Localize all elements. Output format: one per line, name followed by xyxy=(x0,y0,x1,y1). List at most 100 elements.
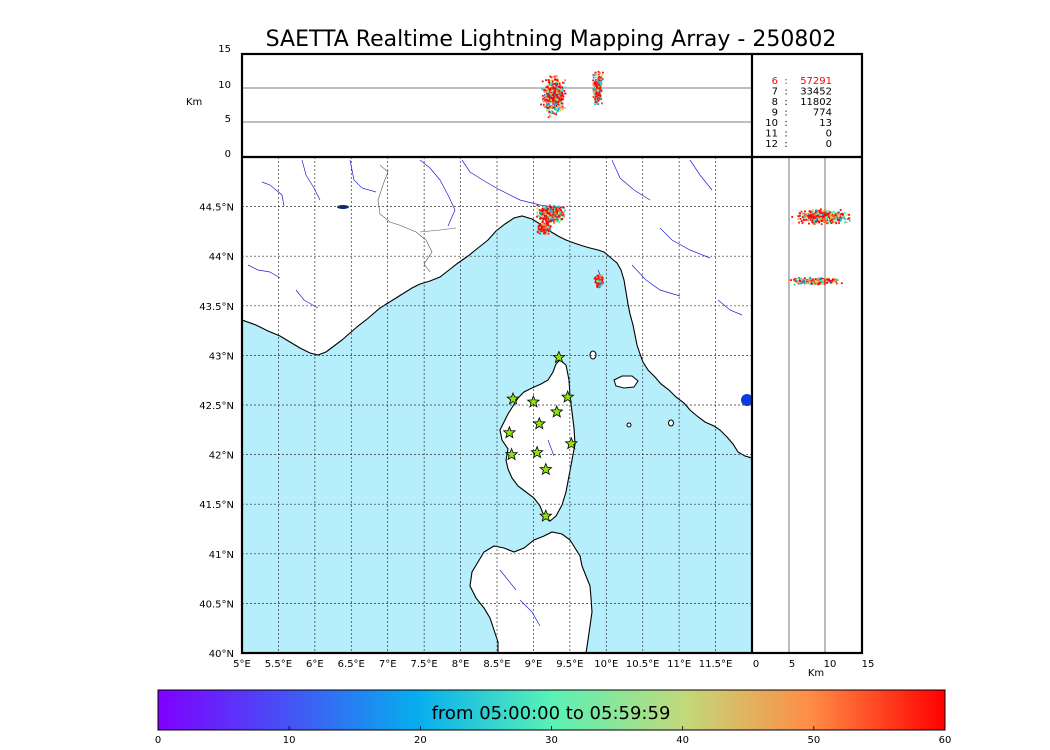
lightning-source xyxy=(549,205,552,208)
altitude-source xyxy=(599,94,602,97)
lightning-source xyxy=(545,230,548,232)
altitude-source xyxy=(599,83,602,86)
altitude-source xyxy=(548,111,550,114)
altitude-source xyxy=(594,90,597,93)
side-source xyxy=(820,282,823,285)
lightning-source xyxy=(546,230,549,233)
colorbar-tick-label: 0 xyxy=(155,735,161,746)
altitude-source xyxy=(595,89,598,91)
altitude-source xyxy=(550,82,553,84)
altitude-source xyxy=(551,80,554,83)
lightning-source xyxy=(536,211,539,214)
altitude-source xyxy=(551,107,554,110)
altitude-source xyxy=(560,102,563,105)
lightning-source xyxy=(595,279,597,282)
lightning-source xyxy=(549,225,552,227)
altitude-source xyxy=(595,93,597,95)
altitude-source xyxy=(550,90,553,92)
lightning-source xyxy=(544,224,547,227)
station-count-value: 57291 xyxy=(800,76,832,87)
colorbar-tick-label: 60 xyxy=(939,735,952,746)
side-source xyxy=(805,219,808,221)
altitude-source xyxy=(595,72,597,75)
side-source xyxy=(800,220,803,222)
station-star xyxy=(539,462,553,476)
altitude-source xyxy=(558,86,560,88)
lightning-source xyxy=(548,226,551,228)
side-source xyxy=(796,281,798,284)
side-source xyxy=(829,221,831,223)
side-source xyxy=(843,217,845,220)
altitude-source xyxy=(596,91,599,94)
side-source xyxy=(848,217,850,220)
lightning-source xyxy=(543,232,545,235)
lightning-source xyxy=(540,209,543,212)
altitude-source xyxy=(540,103,542,106)
lightning-source xyxy=(537,228,540,231)
altitude-source xyxy=(549,75,552,78)
lightning-source xyxy=(552,215,555,218)
altitude-dots xyxy=(540,70,604,119)
altitude-source xyxy=(558,89,560,92)
side-source xyxy=(831,216,834,219)
station-star xyxy=(502,425,517,439)
altitude-source xyxy=(550,86,553,89)
altitude-source xyxy=(592,74,595,76)
altitude-source xyxy=(597,79,600,81)
station-count-value: 13 xyxy=(819,118,832,129)
altitude-source xyxy=(557,81,560,83)
lightning-source xyxy=(596,278,599,280)
lightning-source xyxy=(551,207,554,210)
side-source xyxy=(818,282,821,285)
altitude-ytick: 0 xyxy=(225,149,231,160)
lightning-source xyxy=(556,210,558,212)
altitude-source xyxy=(551,93,554,96)
lon-tick-label: 5°E xyxy=(233,659,251,670)
side-source xyxy=(801,216,804,218)
side-source xyxy=(812,211,815,213)
lightning-source xyxy=(539,213,542,216)
lat-tick-label: 42.5°N xyxy=(199,401,234,412)
side-source xyxy=(811,215,813,218)
lightning-source xyxy=(596,286,599,288)
lightning-source xyxy=(546,212,549,215)
side-source xyxy=(820,209,823,212)
altitude-source xyxy=(561,88,564,90)
altitude-source xyxy=(541,80,544,83)
lightning-source xyxy=(550,217,552,220)
altitude-source xyxy=(594,73,597,76)
altitude-source xyxy=(554,102,557,105)
altitude-source xyxy=(552,90,555,93)
altitude-source xyxy=(563,90,566,92)
side-source xyxy=(803,216,805,218)
altitude-source xyxy=(545,90,548,92)
side-source xyxy=(790,279,792,281)
side-source xyxy=(827,220,829,223)
side-source xyxy=(799,217,802,220)
lightning-source xyxy=(599,280,602,283)
altitude-ytick: 15 xyxy=(218,44,231,55)
altitude-ylabel: Km xyxy=(186,97,202,108)
side-source xyxy=(835,278,837,281)
station-count-value: 774 xyxy=(813,108,832,119)
altitude-source xyxy=(562,98,564,101)
lightning-source xyxy=(542,208,545,211)
lon-tick-label: 9°E xyxy=(525,659,543,670)
altitude-source xyxy=(551,110,554,113)
altitude-source xyxy=(597,97,599,100)
altitude-source xyxy=(555,112,558,114)
altitude-source xyxy=(547,95,550,97)
side-source xyxy=(822,282,825,285)
altitude-yticks: 0 5 10 15 xyxy=(218,44,231,160)
corsica-island xyxy=(499,359,576,522)
altitude-source xyxy=(547,89,549,92)
side-source xyxy=(828,279,830,281)
lightning-source xyxy=(545,217,548,220)
side-source xyxy=(834,218,836,221)
side-source xyxy=(799,278,802,281)
lat-tick-label: 44°N xyxy=(209,252,234,263)
side-source xyxy=(833,216,836,218)
altitude-source xyxy=(550,95,552,98)
lightning-source xyxy=(549,213,552,216)
mainland-landmass xyxy=(242,157,752,459)
